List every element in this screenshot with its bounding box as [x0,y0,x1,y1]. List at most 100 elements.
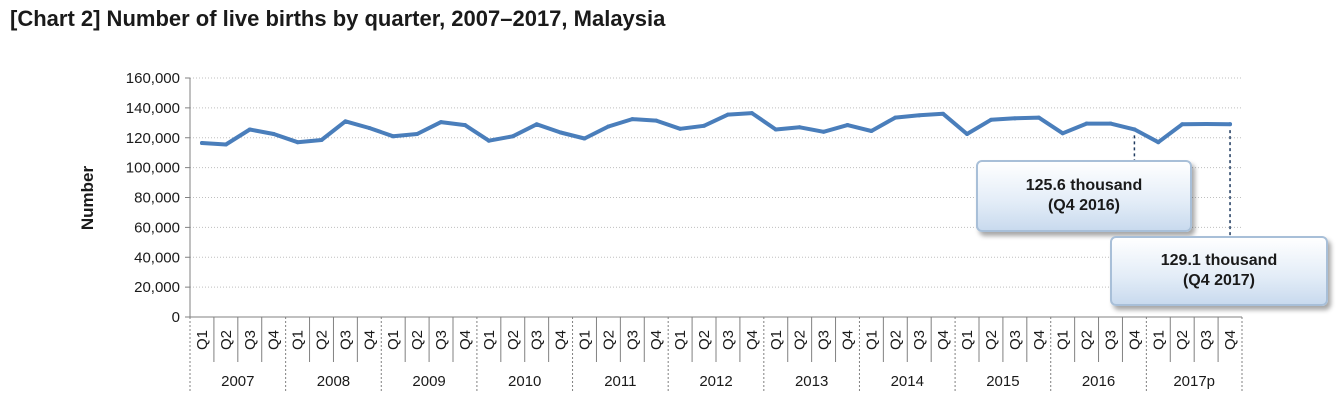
x-quarter-label: Q1 [1150,330,1167,350]
x-quarter-label: Q4 [361,330,378,350]
x-quarter-label: Q3 [337,330,354,350]
x-year-label: 2013 [795,373,828,390]
data-point [295,140,300,145]
y-axis-ticks: 0 20,000 40,000 60,000 80,000 100,000 120,000 1… [126,70,191,326]
x-quarter-label: Q1 [290,330,307,350]
x-quarter-label: Q3 [242,330,259,350]
data-point [319,137,324,142]
x-quarter-label: Q4 [935,330,952,350]
x-quarter-label: Q3 [1198,330,1215,350]
y-tick-label: 140,000 [126,100,180,117]
x-quarter-label: Q3 [433,330,450,350]
x-quarter-label: Q4 [1222,330,1239,350]
x-quarter-label: Q2 [600,330,617,350]
data-point [845,123,850,128]
data-point [893,115,898,120]
x-year-label: 2008 [317,373,350,390]
x-year-label: 2010 [508,373,541,390]
x-quarter-label: Q2 [505,330,522,350]
data-point [630,117,635,122]
data-point [510,134,515,139]
data-point [343,119,348,124]
annotation-value: 125.6 thousand [1025,177,1143,194]
x-quarter-label: Q2 [409,330,426,350]
x-quarter-label: Q4 [457,330,474,350]
data-point [534,122,539,127]
data-point [439,120,444,125]
x-quarter-label: Q2 [792,330,809,350]
data-point [654,118,659,123]
x-year-label: 2009 [412,373,445,390]
x-quarter-label: Q1 [385,330,402,350]
x-quarter-label: Q1 [863,330,880,350]
x-quarter-label: Q1 [959,330,976,350]
data-point [1060,131,1065,136]
y-tick-label: 0 [172,309,180,326]
annotation-callout-q4-2016: 125.6 thousand (Q4 2016) [976,160,1192,232]
x-quarter-label: Q2 [1079,330,1096,350]
y-tick-label: 20,000 [134,279,180,296]
x-quarter-label: Q4 [1126,330,1143,350]
x-quarter-label: Q1 [481,330,498,350]
data-point [1132,127,1137,132]
x-quarter-label: Q2 [983,330,1000,350]
x-quarter-label: Q1 [768,330,785,350]
data-point [1084,121,1089,126]
x-quarter-label: Q3 [816,330,833,350]
x-quarter-label: Q3 [1007,330,1024,350]
x-quarter-label: Q3 [911,330,928,350]
data-point [558,130,563,135]
y-axis-label: Number [78,166,97,231]
x-axis: Q1 Q2 Q3 Q4 Q1 Q2 Q3 Q4 Q1 Q2 Q3 Q4 Q1 Q2 Q3 Q4 Q1 Q2 Q3 Q4… [189,316,1243,392]
x-year-label: 2007 [221,373,254,390]
data-point [725,112,730,117]
x-year-label: 2015 [986,373,1019,390]
x-quarter-label: Q4 [648,330,665,350]
annotation-callout-q4-2017: 129.1 thousand (Q4 2017) [1110,236,1328,306]
x-quarter-label: Q2 [887,330,904,350]
data-point [367,126,372,131]
data-point [1228,122,1233,127]
x-quarter-label: Q4 [1031,330,1048,350]
data-point [797,125,802,130]
x-quarter-label: Q2 [1174,330,1191,350]
data-point [965,132,970,137]
data-point [678,126,683,131]
x-quarter-label: Q1 [1055,330,1072,350]
annotation-value: 129.1 thousand [1160,252,1278,269]
data-point [1012,116,1017,121]
x-quarter-label: Q4 [744,330,761,350]
x-quarter-label: Q4 [266,330,283,350]
x-quarter-label: Q1 [194,330,211,350]
data-point [582,136,587,141]
x-quarter-label: Q3 [529,330,546,350]
data-point [606,124,611,129]
x-quarter-label: Q2 [696,330,713,350]
data-point [941,111,946,116]
data-point [1108,121,1113,126]
y-tick-label: 100,000 [126,160,180,177]
data-point [462,123,467,128]
x-year-label: 2012 [699,373,732,390]
data-point [821,129,826,134]
data-point [486,138,491,143]
y-tick-label: 120,000 [126,130,180,147]
data-point [199,140,204,145]
x-quarter-label: Q2 [218,330,235,350]
x-year-label: 2016 [1082,373,1115,390]
x-quarter-label: Q1 [577,330,594,350]
data-point [1156,140,1161,145]
annotation-leaders [1133,130,1231,236]
data-point [988,117,993,122]
y-tick-label: 60,000 [134,219,180,236]
series-line-path [200,111,1232,147]
data-point [247,127,252,132]
annotation-period: (Q4 2016) [1047,197,1121,214]
chart-title: [Chart 2] Number of live births by quart… [10,6,666,31]
data-point [749,111,754,116]
y-tick-label: 80,000 [134,190,180,207]
data-point [415,132,420,137]
annotation-period: (Q4 2017) [1182,272,1256,289]
x-quarter-label: Q3 [720,330,737,350]
